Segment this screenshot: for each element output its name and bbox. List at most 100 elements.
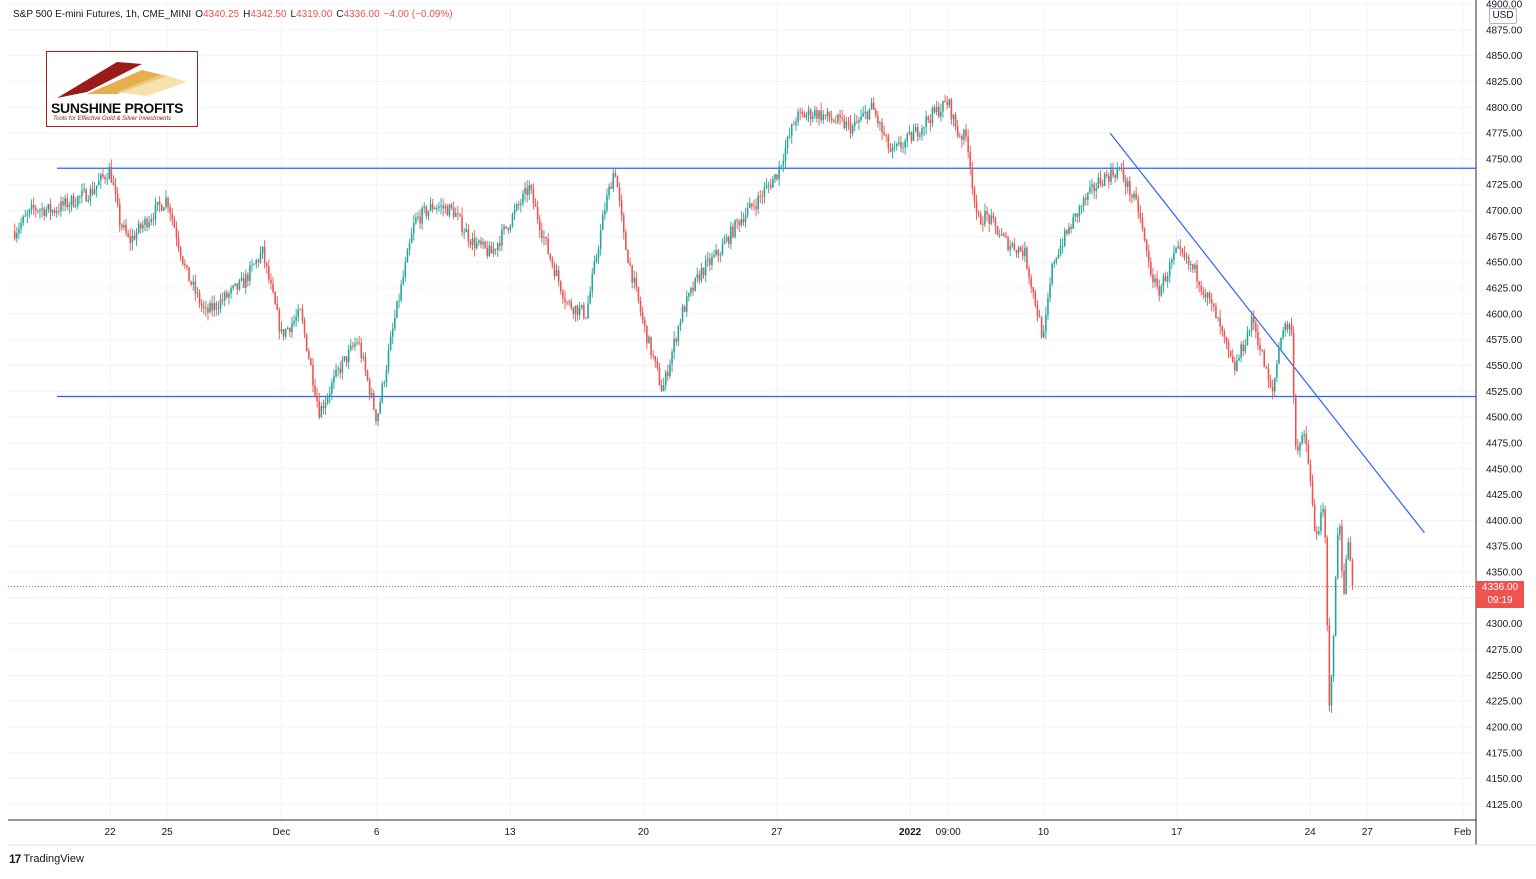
candle-body [188,267,190,282]
candle-body [1053,262,1056,264]
candle-body [671,352,673,365]
last-price-tag: 4336.00 09:19 [1476,581,1524,608]
open-label: O [195,9,203,20]
y-tick-label: 4200.00 [1486,722,1523,733]
candle-body [259,253,262,263]
candle-body [566,301,568,303]
y-tick-label: 4825.00 [1486,77,1523,88]
candle-body [156,201,159,205]
candle-body [1315,531,1318,534]
candle-body [1145,240,1148,252]
candle-body [1118,167,1121,169]
candle-body [593,261,596,274]
candle-body [169,206,171,214]
candle-body [935,107,938,113]
candle-body [788,135,791,138]
candle-body [1099,177,1102,184]
candle-body [883,132,885,135]
candle-body [971,167,974,189]
candle-body [1297,446,1299,451]
candle-body [1070,227,1072,229]
currency-button[interactable]: USD [1489,8,1517,24]
candle-body [478,240,480,243]
candle-body [1225,336,1228,343]
candle-body [34,207,37,211]
candle-body [761,196,764,198]
candle-body [326,397,329,403]
candle-body [795,121,797,125]
candle-body [1026,247,1028,269]
candle-body [1126,181,1129,187]
candle-body [625,232,627,250]
candle-body [572,308,575,314]
y-tick-label: 4450.00 [1486,464,1523,475]
candle-body [1278,348,1280,364]
candle-body [961,136,963,140]
candle-body [226,292,228,298]
y-tick-label: 4600.00 [1486,309,1523,320]
candle-body [1005,235,1007,238]
candle-body [1137,198,1140,213]
candle-body [912,131,915,141]
y-tick-label: 4250.00 [1486,671,1523,682]
candle-body [713,254,715,257]
candle-body [127,233,129,237]
candle-body [492,248,495,254]
candle-body [280,329,283,332]
symbol-name[interactable]: S&P 500 E-mini Futures, 1h, CME_MINI [13,9,192,20]
candle-body [1269,380,1272,387]
candle-body [484,241,486,248]
candle-body [1185,256,1188,258]
candle-body [1347,542,1350,559]
candle-body [755,206,757,210]
candle-body [442,205,444,209]
candle-body [948,99,951,106]
candle-body [26,213,29,216]
candle-body [123,224,125,228]
candle-body [249,265,251,281]
candle-body [532,189,535,204]
candle-body [774,174,776,180]
candle-body [60,201,62,212]
candle-body [186,265,188,268]
candle-body [51,210,54,213]
candle-body [1078,206,1081,217]
candle-body [423,206,426,209]
candle-body [1242,344,1245,352]
candle-body [524,188,526,194]
trendline[interactable] [1109,132,1425,534]
candle-body [446,206,449,216]
candle-body [530,185,533,190]
candle-body [1219,317,1221,327]
candle-body [599,229,602,249]
y-tick-label: 4400.00 [1486,516,1523,527]
candle-body [1227,342,1230,351]
candle-body [879,122,881,124]
candle-body [1080,206,1083,207]
candle-body [1250,316,1253,331]
candle-body [139,223,142,229]
candle-body [1179,246,1182,249]
candle-body [641,312,644,320]
candle-body [102,174,104,177]
candle-body [1332,636,1335,677]
candle-body [929,120,932,124]
candle-body [1273,377,1276,392]
candle-body [1351,561,1354,586]
candle-body [55,211,58,213]
candle-body [1164,276,1167,282]
candle-body [1038,316,1041,318]
candle-body [1103,174,1106,186]
y-tick-label: 4425.00 [1486,490,1523,501]
y-tick-label: 4500.00 [1486,413,1523,424]
candle-body [772,179,774,188]
candle-body [1093,184,1095,192]
candle-body [1259,344,1261,350]
candle-body [375,409,377,422]
tradingview-brand[interactable]: 17 TradingView [9,852,84,866]
candle-body [583,305,585,318]
candle-body [1072,216,1074,229]
candle-body [79,196,81,197]
